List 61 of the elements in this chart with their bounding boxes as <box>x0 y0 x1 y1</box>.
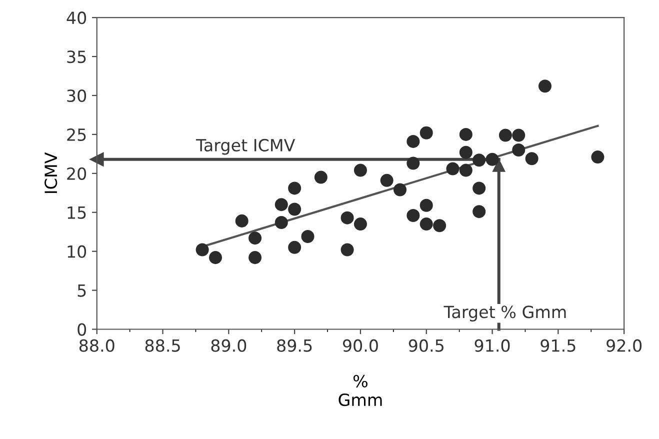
x-tick-label: 88.5 <box>145 339 180 352</box>
point <box>248 251 262 264</box>
point <box>274 198 288 212</box>
point <box>406 156 420 170</box>
point <box>235 214 248 228</box>
point <box>208 251 222 264</box>
point <box>314 170 328 184</box>
y-tick-label: 20 <box>67 167 86 180</box>
y-tick-label: 0 <box>78 323 86 336</box>
point <box>420 198 433 212</box>
x-tick-label: 90.0 <box>342 339 378 352</box>
point <box>380 174 394 187</box>
x-tick-label: 91.5 <box>540 339 576 352</box>
y-tick-label: 10 <box>68 245 86 258</box>
point <box>472 182 486 195</box>
point <box>248 232 262 245</box>
point <box>354 218 367 231</box>
point <box>498 128 512 142</box>
x-tick-label: 91.0 <box>474 339 510 352</box>
point <box>274 216 288 229</box>
point <box>472 205 486 218</box>
y-tick-label: 25 <box>67 128 86 142</box>
point <box>591 150 604 164</box>
point <box>486 152 499 166</box>
point <box>394 183 407 196</box>
x-tick-label: 92.0 <box>606 339 642 352</box>
point <box>288 182 302 195</box>
y-tick-label: 40 <box>66 12 86 24</box>
point <box>512 144 526 157</box>
point <box>538 80 552 93</box>
point <box>512 128 526 142</box>
point <box>406 134 420 148</box>
point <box>354 164 367 177</box>
y-tick-label: 30 <box>67 89 86 102</box>
x-tick-label: 88.0 <box>79 339 114 352</box>
point <box>420 126 433 140</box>
point <box>433 219 446 232</box>
point <box>406 208 420 222</box>
x-tick-label: 89.0 <box>211 339 246 352</box>
ref-line-label: Target ICMV <box>196 138 296 155</box>
x-tick-label: 90.5 <box>408 339 444 352</box>
point <box>472 154 486 167</box>
y-axis-title: ICMV <box>44 152 58 193</box>
point <box>446 162 460 176</box>
y-tick-label: 5 <box>78 284 86 297</box>
x-axis-title: % Gmm <box>338 374 382 406</box>
y-tick-label: 35 <box>67 50 86 64</box>
point <box>288 202 302 216</box>
y-tick-label: 15 <box>68 206 86 219</box>
point <box>340 211 354 224</box>
point <box>459 164 472 177</box>
point <box>420 218 433 231</box>
point <box>525 152 538 166</box>
point <box>196 243 209 256</box>
point <box>459 128 472 141</box>
x-tick-label: 89.5 <box>277 339 312 352</box>
point <box>288 240 302 254</box>
point <box>340 243 354 256</box>
point <box>459 146 472 159</box>
ref-line-label: Target % Gmm <box>444 306 566 322</box>
point <box>301 230 314 244</box>
